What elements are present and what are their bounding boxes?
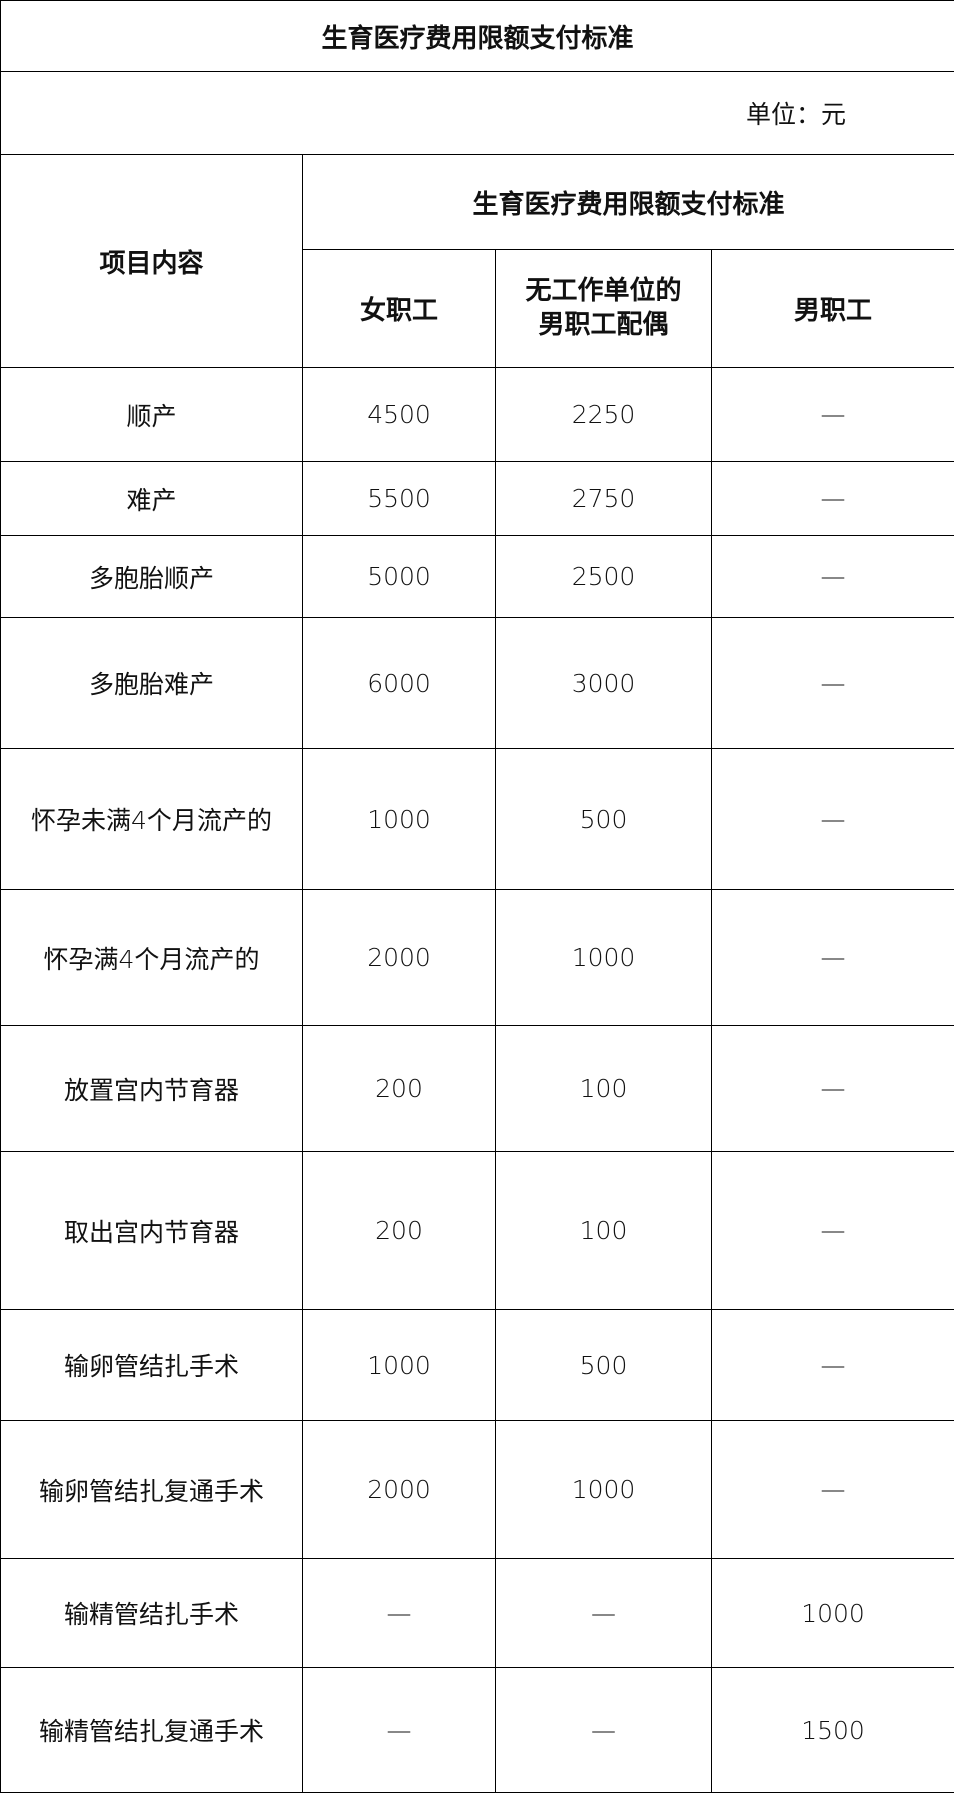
item-cell: 多胞胎难产 <box>1 618 303 749</box>
value-cell: 100 <box>496 1152 712 1310</box>
item-cell: 取出宫内节育器 <box>1 1152 303 1310</box>
value-cell: 500 <box>496 749 712 890</box>
value-cell: — <box>303 1668 496 1793</box>
value-cell: 4500 <box>303 368 496 462</box>
value-cell: 1500 <box>712 1668 954 1793</box>
value-cell: 200 <box>303 1026 496 1152</box>
value-cell: 1000 <box>303 749 496 890</box>
value-cell: 100 <box>496 1026 712 1152</box>
value-cell: 3000 <box>496 618 712 749</box>
item-cell: 输卵管结扎手术 <box>1 1310 303 1421</box>
value-cell: 500 <box>496 1310 712 1421</box>
value-cell: 200 <box>303 1152 496 1310</box>
value-cell: 5500 <box>303 462 496 536</box>
value-cell: — <box>712 1152 954 1310</box>
value-cell: 2750 <box>496 462 712 536</box>
item-cell: 怀孕满4个月流产的 <box>1 890 303 1026</box>
value-cell: 1000 <box>303 1310 496 1421</box>
value-cell: — <box>712 1421 954 1559</box>
item-cell: 输卵管结扎复通手术 <box>1 1421 303 1559</box>
value-cell: 2000 <box>303 890 496 1026</box>
value-cell: — <box>712 462 954 536</box>
item-cell: 多胞胎顺产 <box>1 536 303 618</box>
value-cell: 6000 <box>303 618 496 749</box>
value-cell: 1000 <box>496 1421 712 1559</box>
unit-label: 单位：元 <box>1 72 954 155</box>
table-row: 输精管结扎复通手术——1500 <box>1 1668 954 1793</box>
value-cell: — <box>712 749 954 890</box>
item-cell: 顺产 <box>1 368 303 462</box>
header-col-spouse: 无工作单位的 男职工配偶 <box>496 250 712 368</box>
value-cell: 2250 <box>496 368 712 462</box>
item-cell: 难产 <box>1 462 303 536</box>
item-cell: 放置宫内节育器 <box>1 1026 303 1152</box>
value-cell: — <box>712 1026 954 1152</box>
header-group: 生育医疗费用限额支付标准 <box>303 155 954 250</box>
value-cell: 2000 <box>303 1421 496 1559</box>
value-cell: — <box>712 1310 954 1421</box>
value-cell: — <box>496 1559 712 1668</box>
value-cell: — <box>712 536 954 618</box>
value-cell: — <box>496 1668 712 1793</box>
value-cell: — <box>712 368 954 462</box>
item-cell: 怀孕未满4个月流产的 <box>1 749 303 890</box>
value-cell: 1000 <box>712 1559 954 1668</box>
value-cell: — <box>303 1559 496 1668</box>
header-col-male: 男职工 <box>712 250 954 368</box>
item-cell: 输精管结扎复通手术 <box>1 1668 303 1793</box>
header-item: 项目内容 <box>1 155 303 368</box>
value-cell: — <box>712 890 954 1026</box>
value-cell: 1000 <box>496 890 712 1026</box>
table-title: 生育医疗费用限额支付标准 <box>1 1 954 72</box>
header-col-female: 女职工 <box>303 250 496 368</box>
value-cell: 2500 <box>496 536 712 618</box>
value-cell: — <box>712 618 954 749</box>
table-row: 输精管结扎手术——1000 <box>1 1559 954 1668</box>
value-cell: 5000 <box>303 536 496 618</box>
item-cell: 输精管结扎手术 <box>1 1559 303 1668</box>
